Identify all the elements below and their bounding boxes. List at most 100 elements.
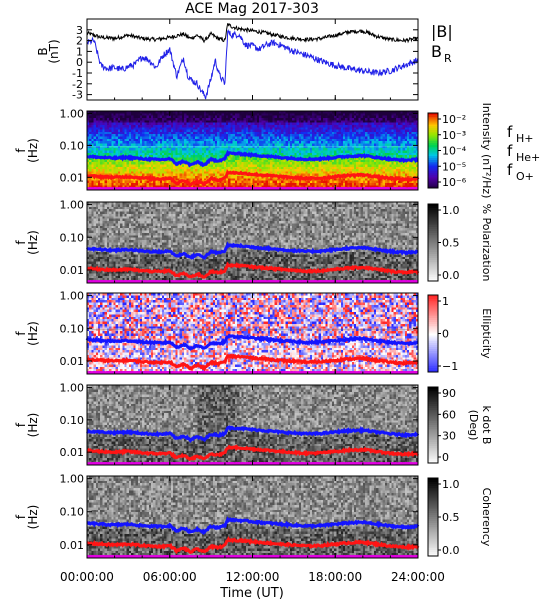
heatmap-cell bbox=[292, 117, 295, 121]
heatmap-cell bbox=[250, 148, 253, 151]
heatmap-cell bbox=[128, 129, 132, 133]
heatmap-cell bbox=[276, 120, 280, 123]
heatmap-cell bbox=[144, 141, 147, 144]
heatmap-cell bbox=[104, 120, 108, 123]
heatmap-cell bbox=[294, 171, 297, 175]
heatmap-cell bbox=[270, 176, 273, 179]
heatmap-cell bbox=[93, 111, 97, 114]
heatmap-cell bbox=[387, 150, 390, 154]
heatmap-cell bbox=[230, 113, 233, 116]
heatmap-cell bbox=[274, 127, 278, 130]
heatmap-cell bbox=[402, 143, 406, 147]
heatmap-cell bbox=[100, 148, 103, 151]
heatmap-cell bbox=[292, 115, 295, 119]
heatmap-cell bbox=[384, 129, 388, 133]
heatmap-cell bbox=[254, 159, 258, 163]
heatmap-cell bbox=[241, 113, 244, 116]
heatmap-cell bbox=[219, 131, 222, 135]
heatmap-cell bbox=[219, 169, 222, 172]
heatmap-cell bbox=[106, 122, 110, 126]
heatmap-cell bbox=[320, 183, 324, 186]
heatmap-cell bbox=[212, 124, 216, 128]
heatmap-cell bbox=[137, 113, 141, 116]
heatmap-cell bbox=[314, 150, 317, 154]
heatmap-cell bbox=[391, 143, 395, 147]
heatmap-cell bbox=[217, 152, 220, 156]
heatmap-cell bbox=[146, 131, 150, 135]
heatmap-cell bbox=[186, 115, 189, 119]
heatmap-cell bbox=[287, 111, 291, 114]
heatmap-cell bbox=[173, 176, 176, 179]
heatmap-cell bbox=[104, 113, 108, 116]
heatmap-cell bbox=[199, 115, 203, 119]
heatmap-cell bbox=[190, 159, 194, 163]
heatmap-cell bbox=[371, 124, 375, 128]
heatmap-cell bbox=[389, 159, 392, 163]
heatmap-cell bbox=[115, 180, 119, 184]
heatmap-cell bbox=[294, 127, 297, 130]
heatmap-cell bbox=[360, 171, 364, 175]
heatmap-cell bbox=[349, 129, 353, 133]
heatmap-cell bbox=[267, 159, 271, 163]
heatmap-cell bbox=[245, 111, 249, 114]
heatmap-cell bbox=[287, 143, 291, 147]
heatmap-cell bbox=[378, 178, 381, 181]
heatmap-cell bbox=[153, 180, 156, 184]
heatmap-cell bbox=[142, 136, 145, 140]
heatmap-cell bbox=[133, 185, 136, 188]
heatmap-cell bbox=[254, 122, 258, 126]
heatmap-cell bbox=[95, 141, 99, 144]
heatmap-cell bbox=[340, 164, 344, 168]
heatmap-cell bbox=[192, 148, 196, 151]
heatmap-cell bbox=[347, 138, 350, 142]
heatmap-cell bbox=[177, 173, 180, 177]
heatmap-cell bbox=[267, 152, 271, 156]
heatmap-cell bbox=[126, 183, 130, 186]
heatmap-cell bbox=[181, 122, 185, 126]
heatmap-cell bbox=[400, 162, 403, 165]
heatmap-cell bbox=[360, 159, 364, 163]
heatmap-cell bbox=[186, 143, 189, 147]
heatmap-cell bbox=[173, 122, 176, 126]
heatmap-cell bbox=[181, 117, 185, 121]
heatmap-cell bbox=[162, 117, 165, 121]
heatmap-cell bbox=[135, 129, 139, 133]
heatmap-cell bbox=[128, 164, 132, 168]
heatmap-cell bbox=[223, 148, 227, 151]
heatmap-cell bbox=[334, 122, 337, 126]
heatmap-cell bbox=[320, 166, 324, 170]
heatmap-cell bbox=[338, 138, 342, 142]
heatmap-cell bbox=[278, 183, 282, 186]
heatmap-cell bbox=[232, 117, 236, 121]
heatmap-cell bbox=[259, 178, 262, 181]
heatmap-cell bbox=[254, 164, 258, 168]
heatmap-cell bbox=[278, 127, 282, 130]
heatmap-cell bbox=[131, 117, 134, 121]
heatmap-cell bbox=[369, 171, 372, 175]
heatmap-cell bbox=[314, 134, 317, 137]
heatmap-cell bbox=[111, 155, 114, 158]
heatmap-cell bbox=[188, 124, 192, 128]
heatmap-cell bbox=[208, 143, 211, 147]
heatmap-cell bbox=[274, 148, 278, 151]
heatmap-cell bbox=[226, 134, 229, 137]
heatmap-cell bbox=[281, 113, 284, 116]
heatmap-cell bbox=[389, 141, 392, 144]
heatmap-cell bbox=[382, 148, 386, 151]
heatmap-cell bbox=[354, 113, 357, 116]
heatmap-cell bbox=[170, 162, 174, 165]
heatmap-cell bbox=[95, 152, 99, 156]
heatmap-cell bbox=[100, 183, 103, 186]
heatmap-cell bbox=[111, 141, 114, 144]
heatmap-cell bbox=[91, 176, 94, 179]
heatmap-cell bbox=[100, 134, 103, 137]
heatmap-cell bbox=[331, 111, 335, 114]
heatmap-cell bbox=[380, 169, 383, 172]
heatmap-cell bbox=[122, 134, 125, 137]
heatmap-cell bbox=[298, 148, 302, 151]
heatmap-cell bbox=[331, 127, 335, 130]
heatmap-cell bbox=[113, 143, 116, 147]
heatmap-cell bbox=[144, 166, 147, 170]
heatmap-cell bbox=[272, 162, 275, 165]
heatmap-cell bbox=[243, 115, 247, 119]
